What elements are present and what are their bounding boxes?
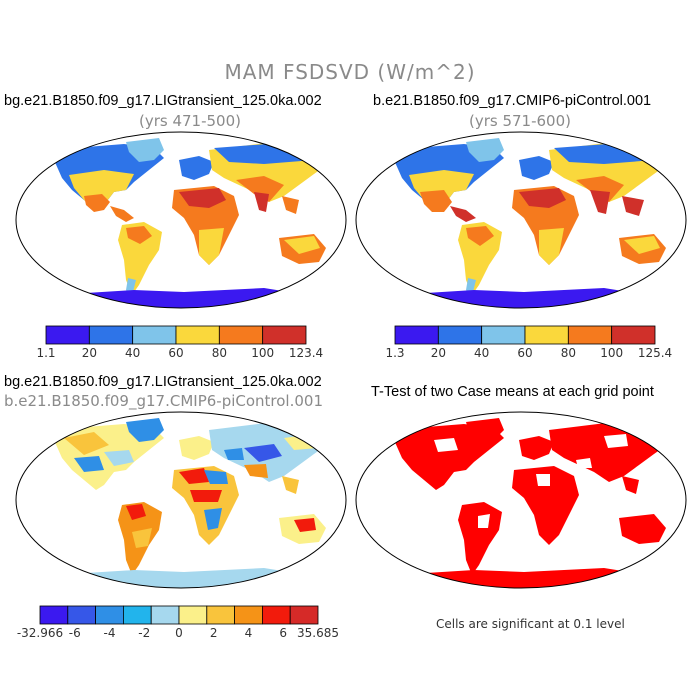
significance-note: Cells are significant at 0.1 level bbox=[436, 617, 625, 631]
colorbar-labels-diff: -32.966 -6 -4 -2 0 2 4 6 35.685 bbox=[17, 626, 339, 642]
colorbar-swatch bbox=[132, 325, 177, 345]
colorbar-label: 6 bbox=[279, 626, 288, 640]
colorbar-swatch bbox=[45, 325, 90, 345]
colorbar-swatch bbox=[289, 605, 319, 625]
colorbar-swatch bbox=[67, 605, 96, 625]
colorbar-swatch bbox=[88, 325, 134, 345]
colorbar-swatch bbox=[262, 325, 307, 345]
colorbar-swatch bbox=[481, 325, 526, 345]
colorbar-label: -32.966 bbox=[16, 626, 64, 640]
colorbar-swatch bbox=[567, 325, 613, 345]
colorbar-swatch bbox=[394, 325, 439, 345]
colorbar-swatch bbox=[437, 325, 483, 345]
colorbar-labels-top-right: 1.3 20 40 60 80 100 125.4 bbox=[385, 346, 672, 362]
colorbar-label: 4 bbox=[244, 626, 253, 640]
panel-title-bottom-right: T-Test of two Case means at each grid po… bbox=[371, 384, 654, 400]
colorbar-label: 60 bbox=[168, 346, 184, 360]
colorbar-swatch bbox=[261, 605, 291, 625]
colorbar-swatch bbox=[524, 325, 569, 345]
colorbar-label: 40 bbox=[474, 346, 490, 360]
colorbar-label: 20 bbox=[430, 346, 446, 360]
colorbar-swatch bbox=[611, 325, 656, 345]
map-top-right bbox=[355, 131, 687, 309]
colorbar-swatch bbox=[175, 325, 220, 345]
panel-title-top-right: b.e21.B1850.f09_g17.CMIP6-piControl.001 bbox=[373, 93, 652, 109]
colorbar-label: -2 bbox=[138, 626, 151, 640]
colorbar-labels-top-left: 1.1 20 40 60 80 100 123.4 bbox=[36, 346, 323, 362]
colorbar-label: 1.3 bbox=[385, 346, 405, 360]
panel-subtitle-top-right: (yrs 571-600) bbox=[468, 112, 571, 130]
colorbar-label: 1.1 bbox=[36, 346, 56, 360]
colorbar-label: 20 bbox=[81, 346, 97, 360]
figure-title: MAM FSDSVD (W/m^2) bbox=[224, 60, 476, 84]
colorbar-label: 100 bbox=[600, 346, 624, 360]
colorbar-top-right bbox=[394, 325, 656, 345]
colorbar-label: 123.4 bbox=[288, 346, 324, 360]
colorbar-label: 2 bbox=[209, 626, 218, 640]
colorbar-swatch bbox=[206, 605, 236, 625]
colorbar-label: 40 bbox=[125, 346, 141, 360]
colorbar-label: 0 bbox=[175, 626, 183, 640]
colorbar-label: 60 bbox=[517, 346, 533, 360]
panel-subtitle-bottom-left: b.e21.B1850.f09_g17.CMIP6-piControl.001 bbox=[4, 392, 323, 410]
colorbar-label: -6 bbox=[68, 626, 81, 640]
colorbar-swatch bbox=[234, 605, 263, 625]
colorbar-label: 80 bbox=[211, 346, 227, 360]
colorbar-label: -4 bbox=[103, 626, 116, 640]
colorbar-label: 80 bbox=[560, 346, 576, 360]
colorbar-top-left bbox=[45, 325, 307, 345]
colorbar-swatch bbox=[150, 605, 180, 625]
colorbar-label: 125.4 bbox=[637, 346, 673, 360]
map-bottom-left bbox=[15, 411, 347, 589]
colorbar-swatch bbox=[218, 325, 264, 345]
colorbar-swatch bbox=[95, 605, 124, 625]
panel-title-top-left: bg.e21.B1850.f09_g17.LIGtransient_125.0k… bbox=[4, 93, 322, 109]
colorbar-label: 35.685 bbox=[297, 626, 339, 640]
colorbar-diff bbox=[39, 605, 319, 625]
map-bottom-right bbox=[355, 411, 687, 589]
colorbar-swatch bbox=[39, 605, 69, 625]
panel-title-bottom-left: bg.e21.B1850.f09_g17.LIGtransient_125.0k… bbox=[4, 374, 322, 390]
colorbar-swatch bbox=[123, 605, 152, 625]
map-top-left bbox=[15, 131, 347, 309]
panel-subtitle-top-left: (yrs 471-500) bbox=[138, 112, 241, 130]
colorbar-label: 100 bbox=[251, 346, 275, 360]
colorbar-swatch bbox=[178, 605, 208, 625]
